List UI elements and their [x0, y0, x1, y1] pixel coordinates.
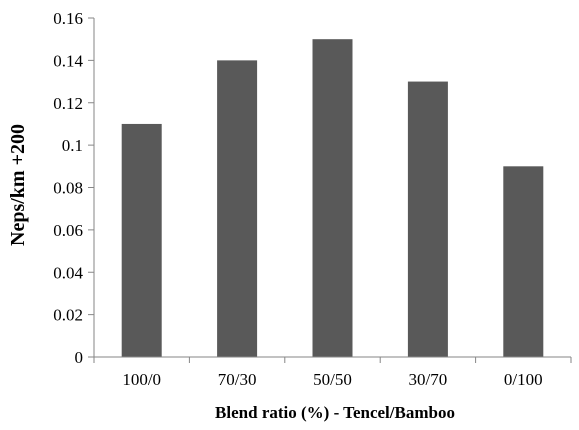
labels-layer: 0 0.02 0.04 0.06 0.08 0.1 0.12 0.14 0.16 100/0 70/…: [53, 9, 542, 389]
y-tick-label: 0.12: [53, 94, 83, 113]
bar-0-100: [503, 166, 544, 357]
y-tick-label: 0.02: [53, 306, 83, 325]
x-axis-title: Blend ratio (%) - Tencel/Bamboo: [215, 403, 455, 422]
x-tick-label: 70/30: [218, 370, 257, 389]
y-tick-label: 0.06: [53, 221, 83, 240]
y-tick-label: 0.14: [53, 51, 83, 70]
bars-layer: [121, 39, 544, 358]
bar-100-0: [121, 123, 162, 357]
y-tick-label: 0: [75, 348, 84, 367]
bar-50-50: [312, 39, 353, 357]
y-tick-label: 0.16: [53, 9, 83, 28]
x-tick-label: 0/100: [504, 370, 543, 389]
y-tick-label: 0.08: [53, 179, 83, 198]
bar-30-70: [407, 81, 448, 357]
x-tick-label: 30/70: [409, 370, 448, 389]
axes-layer: [88, 17, 572, 363]
y-tick-label: 0.04: [53, 263, 83, 282]
x-tick-label: 100/0: [122, 370, 161, 389]
y-axis-title: Neps/km +200: [7, 124, 29, 246]
y-tick-label: 0.1: [62, 136, 83, 155]
bar-70-30: [217, 60, 258, 358]
x-tick-label: 50/50: [313, 370, 352, 389]
